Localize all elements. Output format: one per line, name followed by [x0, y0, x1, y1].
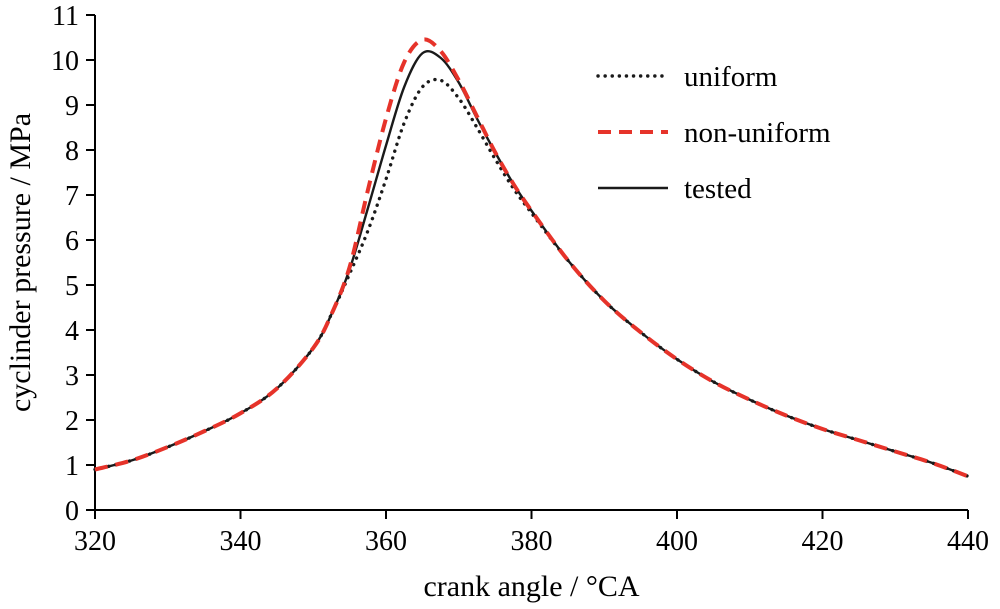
y-tick-label: 6: [65, 226, 79, 257]
series-line-tested: [94, 50, 969, 478]
y-tick-label: 9: [65, 91, 79, 122]
x-tick-label: 400: [656, 526, 698, 557]
series-line-non-uniform: [94, 37, 969, 479]
legend-label-tested: tested: [684, 173, 752, 205]
x-tick-label: 320: [74, 526, 116, 557]
y-axis-label: cyclinder pressure / MPa: [4, 113, 37, 412]
y-tick-label: 11: [52, 1, 79, 32]
y-tick-label: 4: [65, 316, 79, 347]
y-tick-label: 10: [51, 46, 79, 77]
x-axis-label: crank angle / °CA: [423, 570, 639, 603]
legend-label-uniform: uniform: [684, 61, 778, 93]
y-tick-label: 0: [65, 496, 79, 527]
x-tick-label: 340: [220, 526, 262, 557]
y-tick-label: 5: [65, 271, 79, 302]
x-tick-label: 440: [947, 526, 989, 557]
y-tick-label: 1: [65, 451, 79, 482]
y-tick-label: 7: [65, 181, 79, 212]
series-line-uniform: [93, 77, 970, 478]
x-tick-label: 380: [511, 526, 553, 557]
x-tick-label: 360: [365, 526, 407, 557]
legend-label-non-uniform: non-uniform: [684, 117, 831, 149]
y-tick-label: 3: [65, 361, 79, 392]
y-tick-label: 2: [65, 406, 79, 437]
y-tick-label: 8: [65, 136, 79, 167]
x-tick-label: 420: [802, 526, 844, 557]
